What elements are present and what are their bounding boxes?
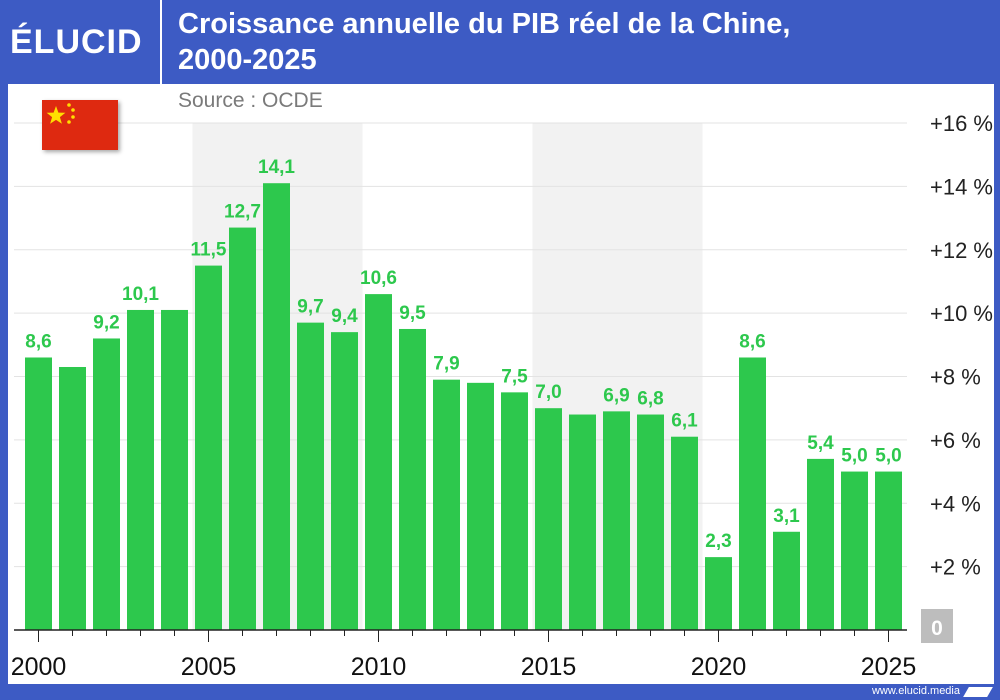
logo-divider	[160, 0, 162, 84]
elucid-mark-icon	[963, 687, 993, 697]
data-label: 11,5	[191, 240, 227, 261]
y-tick-label: +8 %	[930, 365, 981, 390]
chart-title: Croissance annuelle du PIB réel de la Ch…	[178, 6, 988, 78]
bar-2017	[603, 411, 630, 630]
bar-2013	[467, 382, 494, 630]
data-label: 6,9	[603, 385, 629, 406]
bar-2004	[161, 309, 188, 630]
bar-2001	[59, 366, 86, 630]
data-label: 12,7	[224, 202, 261, 223]
data-label: 7,5	[501, 366, 528, 387]
bar-2011	[399, 328, 426, 630]
footer-url[interactable]: www.elucid.media	[871, 685, 960, 697]
bar-2014	[501, 392, 528, 630]
data-label: 10,1	[122, 284, 159, 305]
bar-2025	[875, 471, 902, 630]
data-label: 7,0	[535, 382, 561, 403]
bar-2008	[297, 322, 324, 630]
data-label: 6,1	[671, 411, 698, 432]
bar-2016	[569, 414, 596, 630]
bar-2019	[671, 436, 698, 630]
bar-2005	[195, 265, 222, 630]
chart-title-line-1: Croissance annuelle du PIB réel de la Ch…	[178, 8, 791, 40]
data-label: 3,1	[773, 506, 800, 527]
bar-2012	[433, 379, 460, 630]
y-tick-label: +16 %	[930, 111, 993, 136]
header-bar: ÉLUCID Croissance annuelle du PIB réel d…	[0, 0, 1000, 84]
x-tick-label: 2000	[11, 653, 67, 681]
bar-2018	[637, 414, 664, 630]
y-tick-label: 0	[931, 617, 943, 640]
x-tick-label: 2010	[351, 653, 407, 681]
bar-2007	[263, 183, 290, 631]
x-tick-label: 2015	[521, 653, 577, 681]
x-tick-label: 2025	[861, 653, 917, 681]
bar-2000	[25, 357, 52, 630]
data-label: 6,8	[637, 389, 663, 410]
data-label: 2,3	[705, 531, 731, 552]
bar-2022	[773, 531, 800, 630]
bar-2024	[841, 471, 868, 630]
bar-2009	[331, 332, 358, 630]
y-tick-label: +12 %	[930, 238, 993, 263]
bar-2015	[535, 408, 562, 630]
y-tick-label: +6 %	[930, 428, 981, 453]
data-label: 8,6	[739, 331, 765, 352]
bar-2006	[229, 227, 256, 630]
y-tick-label: +14 %	[930, 174, 993, 199]
data-label: 10,6	[360, 268, 397, 289]
elucid-logo: ÉLUCID	[10, 23, 143, 61]
bar-2003	[127, 309, 154, 630]
y-zero-box	[921, 609, 953, 643]
bar-2020	[705, 557, 732, 630]
footer-bar: www.elucid.media	[0, 684, 1000, 700]
data-label: 5,0	[841, 446, 867, 467]
bar-2010	[365, 294, 392, 630]
chart-title-line-2: 2000-2025	[178, 44, 317, 76]
china-flag-icon	[42, 100, 118, 150]
x-tick-label: 2020	[691, 653, 747, 681]
bar-2021	[739, 357, 766, 630]
data-label: 8,6	[25, 331, 51, 352]
data-label: 9,7	[297, 297, 323, 318]
bar-2002	[93, 338, 120, 630]
y-tick-label: +10 %	[930, 301, 993, 326]
data-label: 9,4	[331, 306, 358, 327]
source-note: Source : OCDE	[178, 89, 323, 112]
data-label: 14,1	[258, 157, 295, 178]
y-tick-label: +4 %	[930, 491, 981, 516]
data-label: 5,4	[807, 433, 834, 454]
data-label: 9,5	[399, 303, 426, 324]
data-label: 5,0	[875, 446, 901, 467]
y-tick-label: +2 %	[930, 555, 981, 580]
data-label: 9,2	[93, 312, 119, 333]
data-label: 7,9	[433, 354, 459, 375]
x-tick-label: 2005	[181, 653, 237, 681]
bar-2023	[807, 458, 834, 630]
